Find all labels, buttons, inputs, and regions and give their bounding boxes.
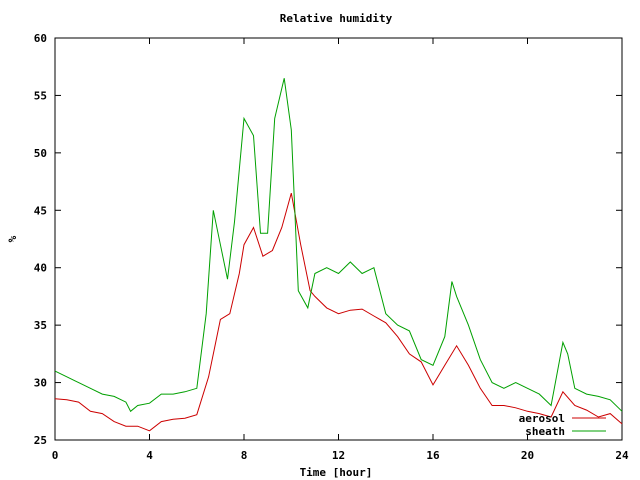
legend-label-sheath: sheath xyxy=(525,425,565,438)
series-line-aerosol xyxy=(54,192,623,432)
axis-ticks: 0 4 8 12 16 20 24 25 30 35 40 45 50 55 60 xyxy=(34,32,629,462)
x-tick-label: 16 xyxy=(426,449,440,462)
y-tick-label: 30 xyxy=(34,377,47,390)
y-tick-label: 45 xyxy=(34,204,47,217)
y-tick-label: 40 xyxy=(34,262,47,275)
x-tick-label: 24 xyxy=(615,449,629,462)
legend-label-aerosol: aerosol xyxy=(519,412,565,425)
x-tick-label: 20 xyxy=(521,449,534,462)
y-tick-label: 55 xyxy=(34,89,47,102)
x-axis-label: Time [hour] xyxy=(300,466,373,479)
y-tick-label: 50 xyxy=(34,147,47,160)
y-tick-label: 25 xyxy=(34,434,47,447)
x-tick-label: 12 xyxy=(332,449,345,462)
plot-frame xyxy=(54,37,623,441)
x-tick-label: 4 xyxy=(146,449,153,462)
x-tick-label: 8 xyxy=(241,449,248,462)
y-tick-label: 35 xyxy=(34,319,47,332)
y-tick-label: 60 xyxy=(34,32,47,45)
series-line-sheath xyxy=(54,78,623,413)
y-axis-label: % xyxy=(6,235,19,242)
chart-title: Relative humidity xyxy=(280,12,393,25)
x-tick-label: 0 xyxy=(52,449,59,462)
series-lines xyxy=(54,78,623,432)
